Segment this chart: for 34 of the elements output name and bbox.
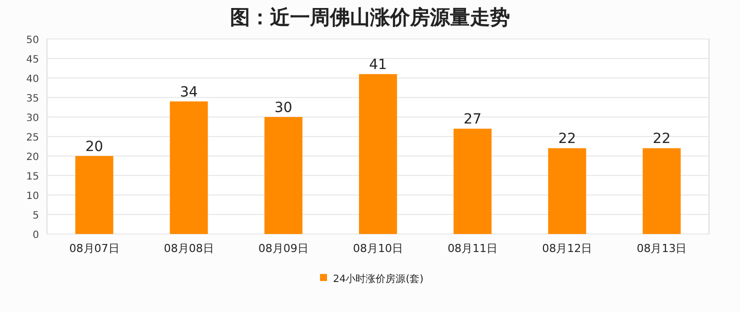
x-tick-label: 08月13日 — [636, 242, 687, 255]
y-tick-label: 35 — [26, 94, 39, 104]
data-label: 34 — [180, 84, 198, 100]
bar — [170, 101, 208, 234]
bar — [548, 148, 586, 234]
data-label: 20 — [85, 139, 104, 155]
y-tick-label: 50 — [26, 35, 39, 46]
x-tick-label: 08月12日 — [542, 242, 592, 255]
bar — [359, 74, 397, 234]
x-tick-label: 08月10日 — [353, 242, 403, 255]
y-tick-label: 15 — [26, 172, 39, 182]
y-tick-label: 30 — [26, 113, 39, 124]
legend-label: 24小时涨价房源(套) — [333, 273, 424, 285]
data-label: 27 — [464, 112, 482, 128]
bar — [75, 156, 114, 234]
bar — [264, 117, 302, 234]
y-tick-label: 0 — [32, 230, 39, 241]
x-tick-label: 08月11日 — [448, 242, 498, 255]
y-tick-label: 40 — [26, 74, 39, 85]
x-tick-label: 08月09日 — [258, 242, 308, 255]
data-label: 22 — [652, 131, 671, 148]
y-tick-label: 20 — [26, 152, 39, 163]
data-label: 22 — [558, 131, 576, 148]
data-label: 30 — [274, 100, 292, 116]
x-tick-label: 08月07日 — [69, 242, 120, 255]
data-label: 41 — [369, 57, 387, 74]
bar — [642, 148, 681, 234]
y-tick-label: 5 — [32, 210, 39, 222]
y-tick-label: 10 — [26, 191, 39, 202]
bar — [454, 128, 492, 234]
y-tick-label: 45 — [26, 54, 39, 66]
chart-title: 图：近一周佛山涨价房源量走势 — [230, 5, 510, 29]
y-tick-label: 25 — [26, 132, 39, 144]
x-tick-label: 08月08日 — [164, 242, 214, 255]
